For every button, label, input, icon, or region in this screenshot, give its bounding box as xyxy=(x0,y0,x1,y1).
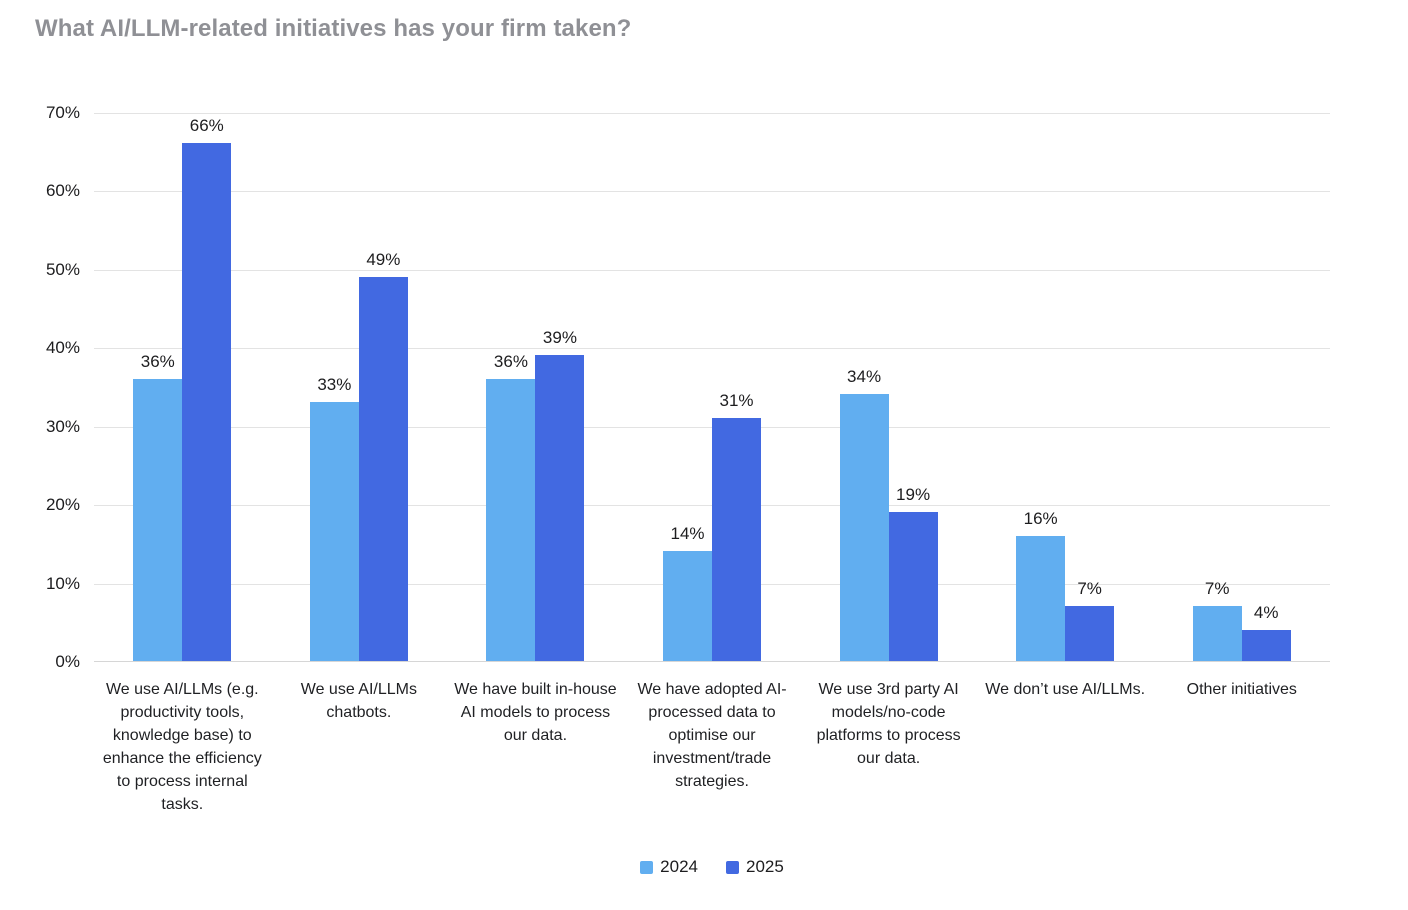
bar-2025-group-3 xyxy=(535,355,585,661)
bar-value-label-2025-group-1: 66% xyxy=(189,116,224,136)
gridline-40 xyxy=(94,348,1330,350)
bar-2024-group-4 xyxy=(663,551,712,661)
bar-value-label-2024-group-5: 34% xyxy=(847,367,882,387)
bar-value-label-2024-group-6: 16% xyxy=(1023,508,1058,528)
bar-2024-group-2 xyxy=(309,402,359,661)
gridline-70 xyxy=(94,113,1330,114)
bar-2025-group-7 xyxy=(1241,629,1291,661)
bar-value-label-2024-group-1: 36% xyxy=(140,351,175,371)
bar-value-label-2024-group-3: 36% xyxy=(493,351,528,371)
bar-2024-group-3 xyxy=(486,378,536,661)
x-category-label-4: We have adopted AI-processed data to opt… xyxy=(637,681,787,790)
legend-label-2025: 2025 xyxy=(746,857,784,876)
y-tick-label-50: 50% xyxy=(45,259,80,279)
bar-2024-group-1 xyxy=(133,378,183,661)
x-axis-labels: We use AI/LLMs (e.g. productivity tools,… xyxy=(94,678,1330,816)
x-category-label-3: We have built in-house AI models to proc… xyxy=(454,681,617,744)
x-category-label-1: We use AI/LLMs (e.g. productivity tools,… xyxy=(102,681,262,813)
bar-value-label-2024-group-2: 33% xyxy=(317,375,352,395)
x-category-label-5: We use 3rd party AI models/no-code platf… xyxy=(816,681,961,767)
bar-2024-group-5 xyxy=(839,394,889,661)
legend-item-2024: 2024 xyxy=(640,857,698,877)
chart-title: What AI/LLM-related initiatives has your… xyxy=(35,15,632,42)
legend-label-2024: 2024 xyxy=(660,857,698,876)
y-tick-label-70: 70% xyxy=(45,103,80,122)
gridline-50 xyxy=(94,269,1330,271)
bar-2025-group-4 xyxy=(712,417,761,661)
bar-2025-group-5 xyxy=(888,512,938,661)
y-tick-label-60: 60% xyxy=(45,181,80,201)
legend-item-2025: 2025 xyxy=(726,857,784,877)
bar-value-label-2024-group-4: 14% xyxy=(670,524,705,544)
bar-value-label-2025-group-5: 19% xyxy=(896,484,931,504)
bar-2025-group-1 xyxy=(182,143,232,661)
legend: 2024 2025 xyxy=(94,857,1330,877)
y-tick-label-20: 20% xyxy=(45,495,80,515)
bar-value-label-2025-group-3: 39% xyxy=(542,328,577,348)
y-tick-label-10: 10% xyxy=(45,573,80,593)
bar-value-label-2025-group-6: 7% xyxy=(1077,579,1102,599)
bar-2025-group-6 xyxy=(1065,606,1115,661)
bar-value-label-2024-group-7: 7% xyxy=(1204,579,1230,599)
bar-value-label-2025-group-4: 31% xyxy=(719,390,754,410)
x-category-label-2: We use AI/LLMs chatbots. xyxy=(300,681,417,721)
y-tick-label-30: 30% xyxy=(45,416,80,436)
bar-value-label-2025-group-2: 49% xyxy=(366,249,401,269)
gridline-60 xyxy=(94,191,1330,193)
bar-2024-group-7 xyxy=(1192,606,1242,661)
y-axis: 0% 10% 20% 30% 40% 50% 60% 70% xyxy=(10,103,80,671)
bar-2024-group-6 xyxy=(1016,535,1066,661)
y-tick-label-0: 0% xyxy=(55,652,80,671)
bar-2025-group-2 xyxy=(358,276,408,661)
legend-swatch-2024 xyxy=(640,860,654,874)
bar-value-label-2025-group-7: 4% xyxy=(1253,602,1279,622)
x-category-label-7: Other initiatives xyxy=(1186,681,1297,698)
legend-swatch-2025 xyxy=(726,860,739,874)
y-tick-label-40: 40% xyxy=(45,338,80,358)
plot-area: 36% 66% 33% 49% 36% 39% 14% 31% 34% 19% 16% 7% 7% 4% xyxy=(94,113,1330,662)
x-category-label-6: We don’t use AI/LLMs. xyxy=(985,681,1146,698)
